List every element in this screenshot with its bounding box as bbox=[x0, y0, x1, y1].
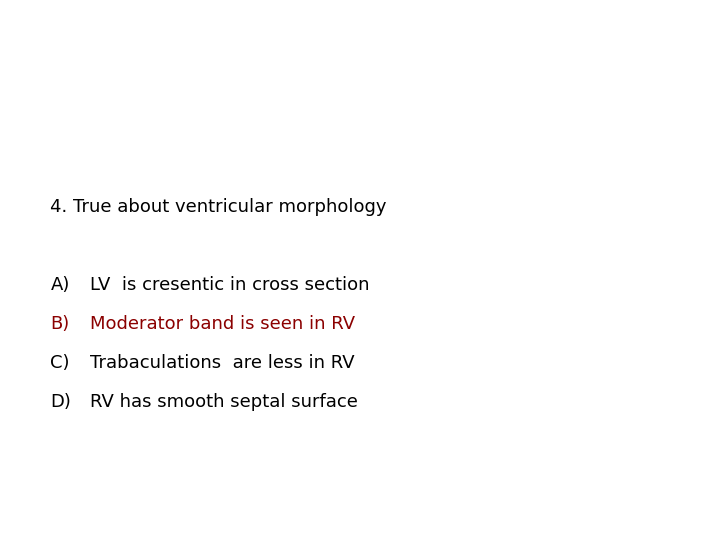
Text: D): D) bbox=[50, 393, 71, 411]
Text: RV has smooth septal surface: RV has smooth septal surface bbox=[90, 393, 358, 411]
Text: B): B) bbox=[50, 315, 70, 333]
Text: Trabaculations  are less in RV: Trabaculations are less in RV bbox=[90, 354, 355, 372]
Text: Moderator band is seen in RV: Moderator band is seen in RV bbox=[90, 315, 355, 333]
Text: LV  is cresentic in cross section: LV is cresentic in cross section bbox=[90, 276, 369, 294]
Text: 4. True about ventricular morphology: 4. True about ventricular morphology bbox=[50, 198, 387, 216]
Text: A): A) bbox=[50, 276, 70, 294]
Text: C): C) bbox=[50, 354, 70, 372]
